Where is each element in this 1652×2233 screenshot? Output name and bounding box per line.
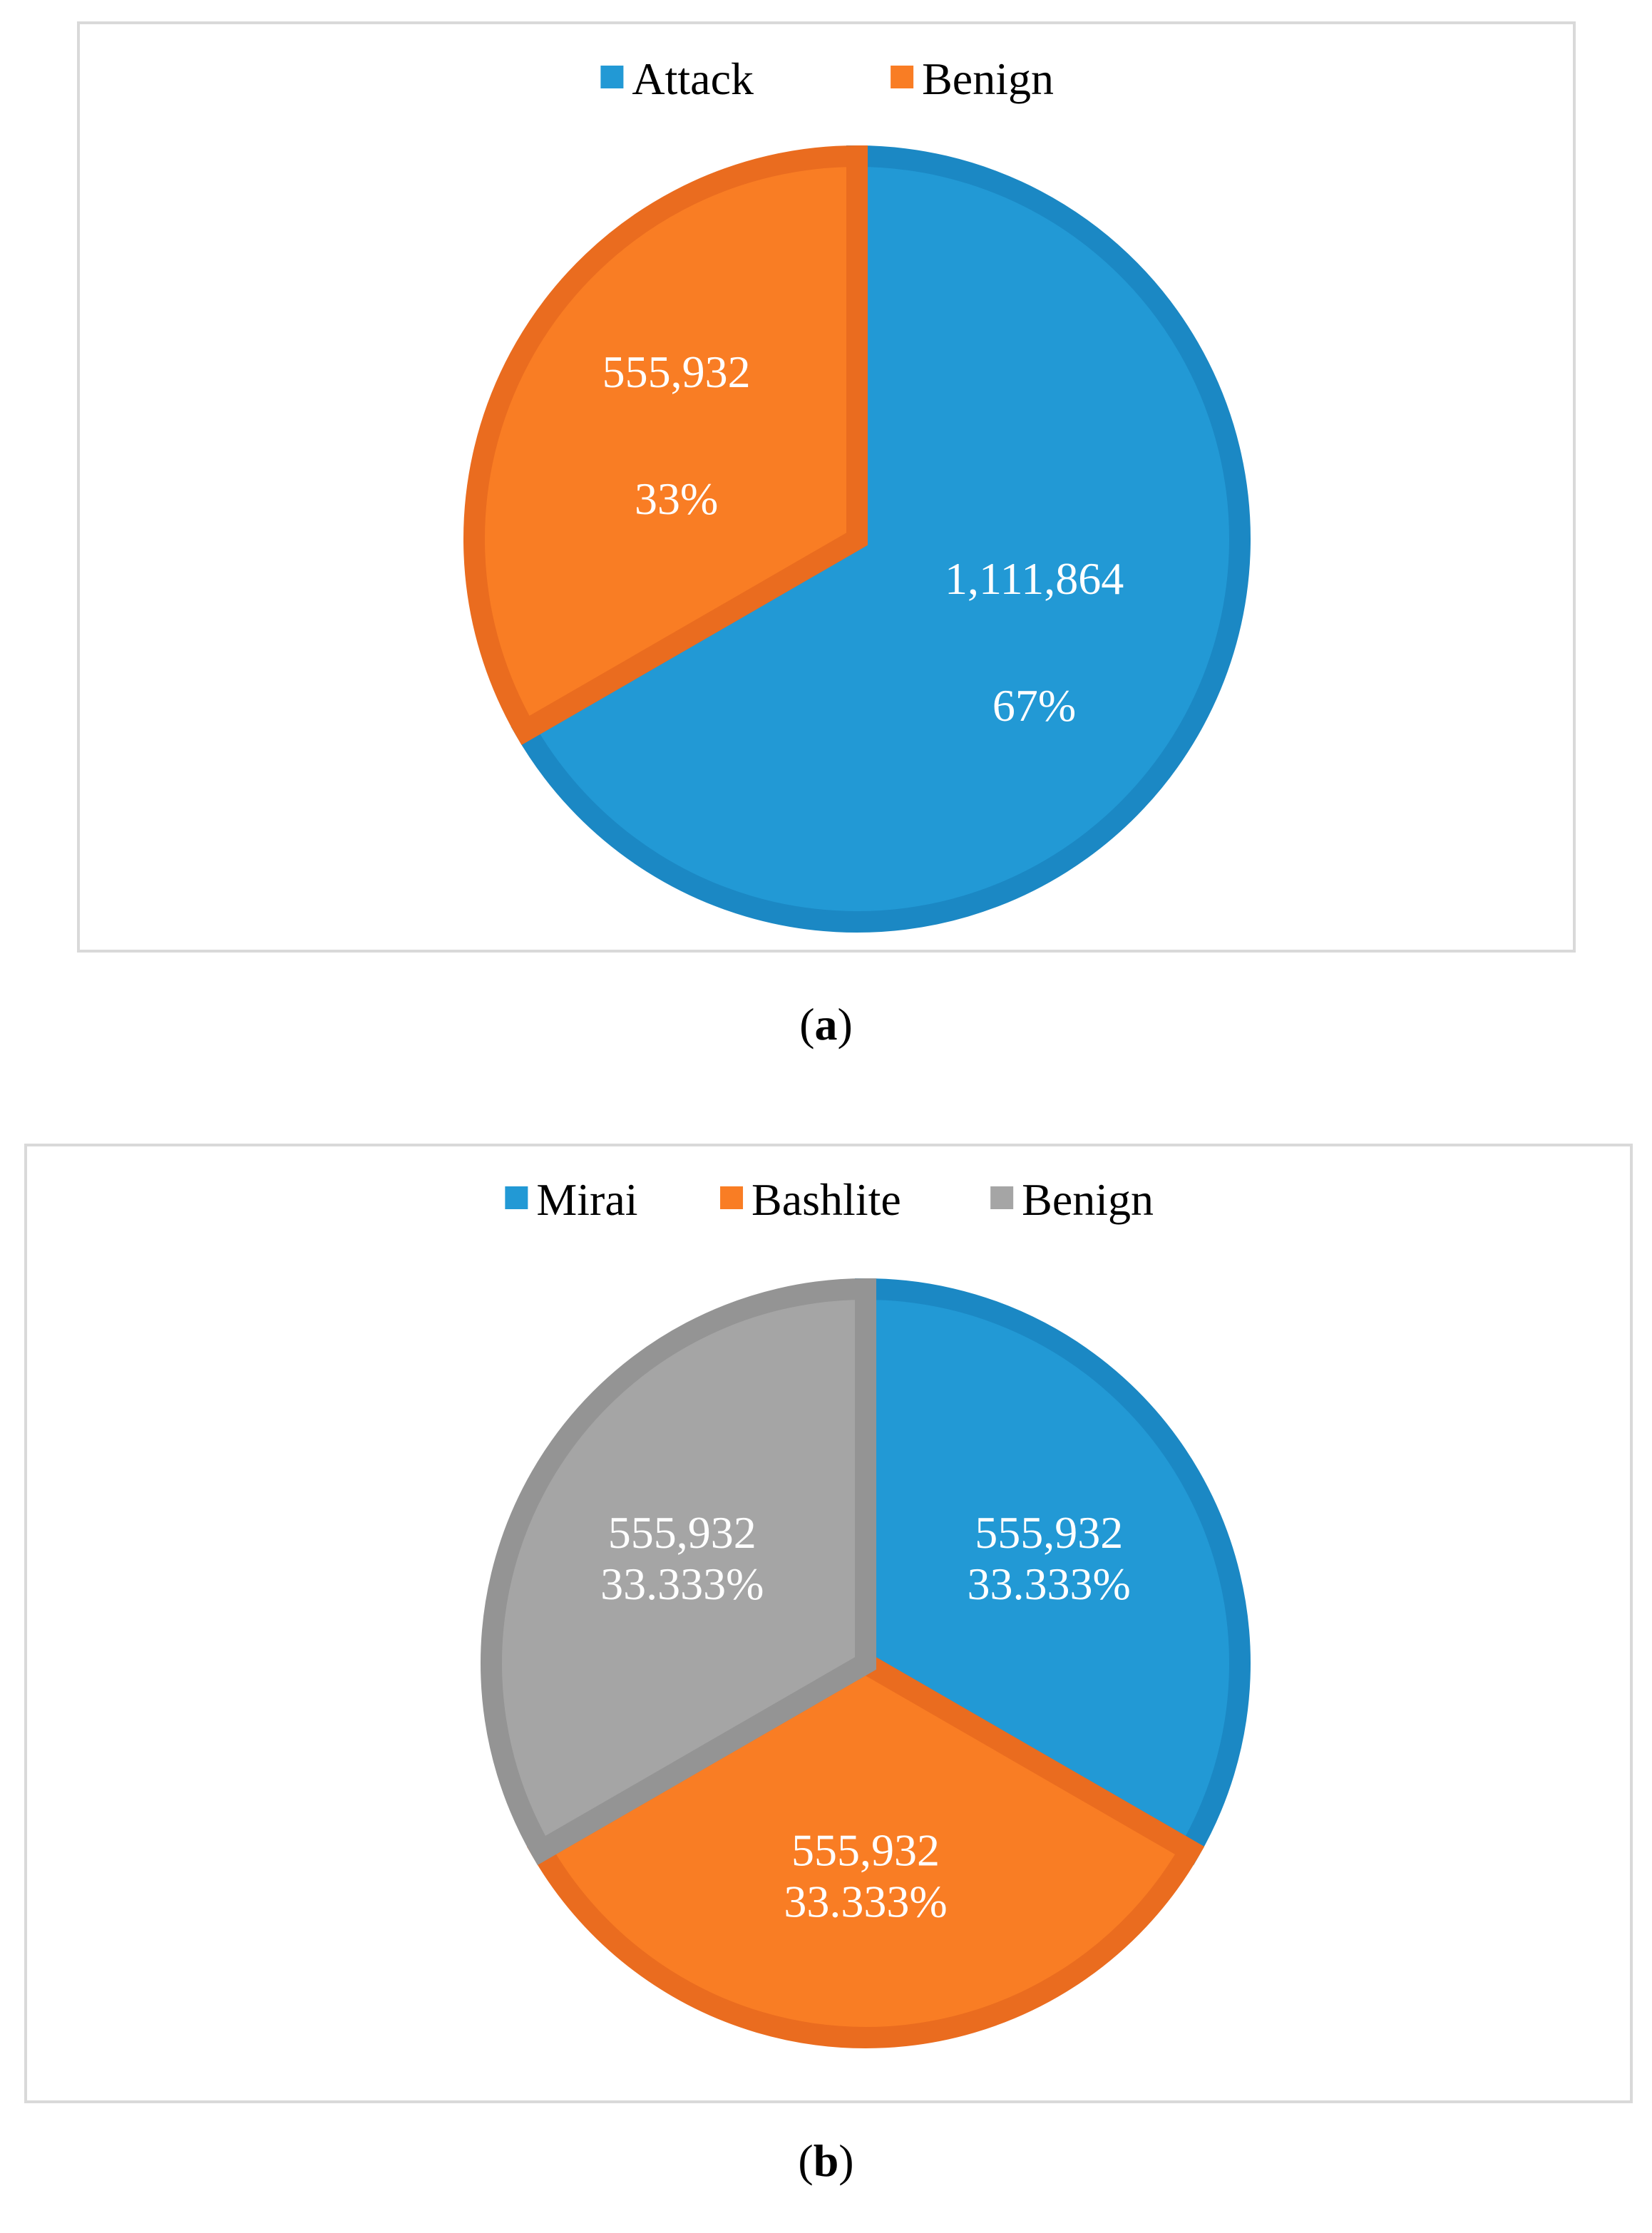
caption-a: (a) <box>799 999 853 1049</box>
pie-slice-attack <box>511 145 1251 933</box>
pie-chart-a: Attack Benign 1,111,864 67% 555,932 33% <box>463 53 1251 933</box>
data-label-percent-benign: 33% <box>635 473 718 524</box>
data-label-value-mirai: 555,932 <box>975 1507 1123 1558</box>
legend-item-bashlite: Bashlite <box>720 1174 901 1225</box>
legend-a: Attack Benign <box>600 53 1054 104</box>
legend-item-benign: Benign <box>891 53 1054 104</box>
pie-slice-benign <box>463 145 868 745</box>
chart-panel-a: Attack Benign 1,111,864 67% 555,932 33% <box>77 21 1576 953</box>
legend-b: Mirai Bashlite Benign <box>505 1174 1154 1225</box>
data-label-percent-bashlite: 33.333% <box>784 1876 947 1926</box>
pie-slice-bashlite <box>526 1651 1205 2048</box>
legend-swatch-attack <box>600 66 624 88</box>
data-label-value-attack: 1,111,864 <box>945 553 1124 604</box>
legend-item-benign: Benign <box>990 1174 1154 1225</box>
legend-item-mirai: Mirai <box>505 1174 638 1225</box>
legend-swatch-mirai <box>505 1186 528 1209</box>
pie-slices-b <box>481 1278 1251 2048</box>
pie-chart-b: Mirai Bashlite Benign 555,93233.333%555,93… <box>481 1174 1251 2048</box>
pie-slice-benign <box>481 1278 876 1865</box>
data-label-value-benign: 555,932 <box>608 1507 756 1558</box>
data-labels-a: 1,111,864 67% 555,932 33% <box>602 346 1124 731</box>
caption-b: (b) <box>798 2135 854 2186</box>
data-labels-b: 555,93233.333%555,93233.333%555,93233.33… <box>600 1507 1131 1927</box>
legend-swatch-bashlite <box>720 1186 744 1209</box>
legend-label-attack: Attack <box>632 53 754 104</box>
data-label-value-benign: 555,932 <box>602 346 751 397</box>
legend-item-attack: Attack <box>600 53 754 104</box>
data-label-value-bashlite: 555,932 <box>791 1824 940 1875</box>
data-label-percent-mirai: 33.333% <box>968 1559 1131 1609</box>
legend-label-bashlite: Bashlite <box>751 1174 901 1225</box>
legend-swatch-benign <box>891 66 914 88</box>
legend-swatch-benign <box>990 1186 1014 1209</box>
chart-panel-b: Mirai Bashlite Benign 555,932 33.333% 555,93… <box>24 1144 1633 2103</box>
data-label-percent-benign: 33.333% <box>600 1559 764 1609</box>
pie-slices-a <box>463 145 1251 933</box>
data-label-percent-attack: 67% <box>992 680 1076 731</box>
legend-label-mirai: Mirai <box>536 1174 637 1225</box>
legend-label-benign: Benign <box>1022 1174 1154 1225</box>
legend-label-benign: Benign <box>922 53 1054 104</box>
